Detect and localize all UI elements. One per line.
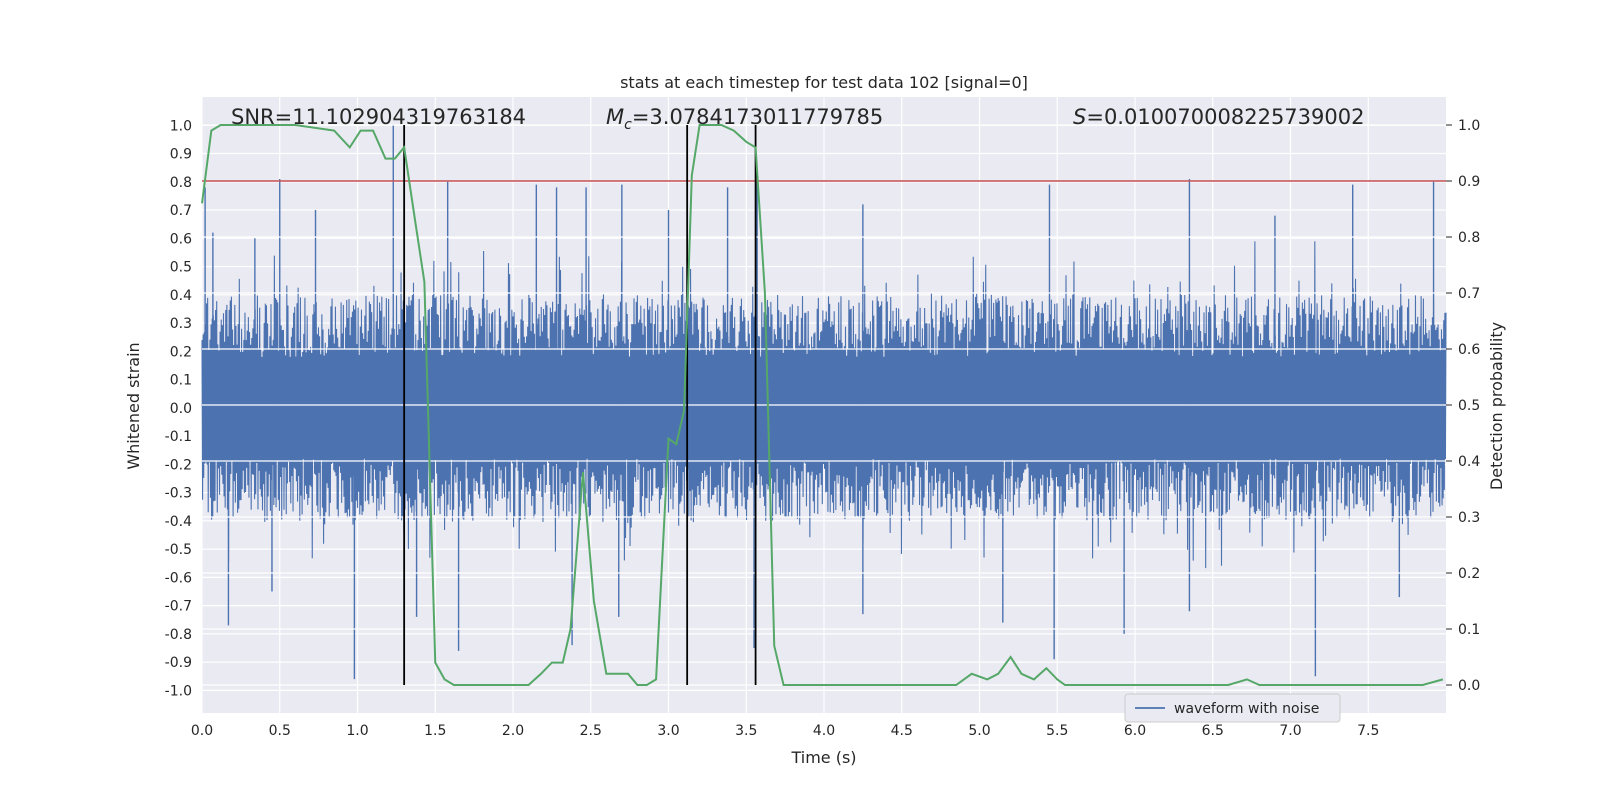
probability-line	[201, 124, 1444, 686]
x-tick-label: 2.5	[580, 723, 602, 739]
chirp-mass-symbol: M	[606, 105, 624, 129]
y-right-tick-label: 0.0	[1458, 678, 1480, 694]
y-left-tick-label: -0.2	[165, 457, 192, 473]
x-tick-label: 7.0	[1279, 723, 1301, 739]
x-tick-label: 3.0	[657, 723, 679, 739]
y-left-tick-label: 0.9	[170, 147, 192, 163]
y-left-tick-label: 0.5	[170, 260, 192, 276]
x-tick-label: 4.5	[891, 723, 913, 739]
y-right-tick-label: 0.6	[1458, 342, 1480, 358]
x-tick-label: 5.5	[1046, 723, 1068, 739]
legend: waveform with noise	[1124, 693, 1341, 723]
y-left-tick-label: 0.2	[170, 344, 192, 360]
y-left-tick-label: -0.7	[165, 599, 192, 615]
y-right-tick-label: 0.1	[1458, 622, 1480, 638]
y-right-tick-label: 0.2	[1458, 566, 1480, 582]
x-tick-label: 0.5	[269, 723, 291, 739]
x-tick-label: 5.0	[968, 723, 990, 739]
vertical-markers	[403, 125, 757, 685]
x-axis-label: Time (s)	[790, 748, 856, 767]
s-value: =0.010070008225739002	[1086, 105, 1364, 129]
chirp-mass-subscript: c	[624, 117, 632, 133]
chart-title: stats at each timestep for test data 102…	[620, 73, 1028, 92]
waveform-line	[201, 241, 1447, 569]
y-left-tick-label: 1.0	[170, 118, 192, 134]
y-left-tick-label: -0.4	[165, 514, 192, 530]
x-tick-label: 3.5	[735, 723, 757, 739]
s-annotation: S=0.010070008225739002	[1073, 105, 1364, 129]
y-left-tick-label: 0.3	[170, 316, 192, 332]
y-left-tick-label: -0.8	[165, 627, 192, 643]
y-right-tick-label: 0.3	[1458, 510, 1480, 526]
snr-annotation: SNR=11.102904319763184	[231, 105, 526, 129]
chirp-mass-annotation: Mc=3.0784173011779785	[606, 105, 883, 133]
x-tick-label: 4.0	[813, 723, 835, 739]
x-axis-ticks: 0.0 0.5 1.0 1.5 2.0 2.5 3.0 3.5 4.0 4.5 5.0 5.5 6.0 6…	[191, 723, 1380, 739]
probability-series	[201, 124, 1444, 686]
y-axis-left-label: Whitened strain	[124, 342, 143, 469]
y-right-tick-label: 1.0	[1458, 118, 1480, 134]
s-symbol: S	[1073, 105, 1086, 129]
y-left-tick-label: -1.0	[165, 683, 192, 699]
y-left-tick-label: -0.5	[165, 542, 192, 558]
y-axis-right-label: Detection probability	[1487, 322, 1506, 490]
y-left-tick-label: 0.6	[170, 231, 192, 247]
x-tick-label: 2.0	[502, 723, 524, 739]
legend-box	[1124, 693, 1341, 723]
y-axis-left-ticks: -1.0 -0.9 -0.8 -0.7 -0.6 -0.5 -0.4 -0.3 -0.2 -0.1…	[165, 118, 192, 699]
y-left-tick-label: -0.9	[165, 655, 192, 671]
y-left-tick-label: 0.0	[170, 401, 192, 417]
waveform-series	[201, 125, 1447, 680]
chirp-mass-value: =3.0784173011779785	[632, 105, 883, 129]
y-left-tick-label: -0.1	[165, 429, 192, 445]
y-right-tick-label: 0.9	[1458, 174, 1480, 190]
y-left-tick-label: -0.3	[165, 486, 192, 502]
legend-label: waveform with noise	[1174, 701, 1319, 717]
y-left-tick-label: 0.1	[170, 373, 192, 389]
y-right-tick-label: 0.4	[1458, 454, 1480, 470]
x-tick-label: 6.0	[1124, 723, 1146, 739]
y-right-tick-label: 0.7	[1458, 286, 1480, 302]
y-axis-right-ticks: 0.0 0.1 0.2 0.3 0.4 0.5 0.6 0.7 0.8 0.9 1.0	[1446, 118, 1480, 694]
y-left-tick-label: 0.4	[170, 288, 192, 304]
x-tick-label: 1.0	[346, 723, 368, 739]
y-right-tick-label: 0.5	[1458, 398, 1480, 414]
x-tick-label: 7.5	[1357, 723, 1379, 739]
y-left-tick-label: 0.7	[170, 203, 192, 219]
y-left-tick-label: 0.8	[170, 175, 192, 191]
x-tick-label: 0.0	[191, 723, 213, 739]
x-tick-label: 1.5	[424, 723, 446, 739]
y-right-tick-label: 0.8	[1458, 230, 1480, 246]
x-tick-label: 6.5	[1202, 723, 1224, 739]
y-left-tick-label: -0.6	[165, 570, 192, 586]
grid-overlay	[202, 124, 1446, 686]
